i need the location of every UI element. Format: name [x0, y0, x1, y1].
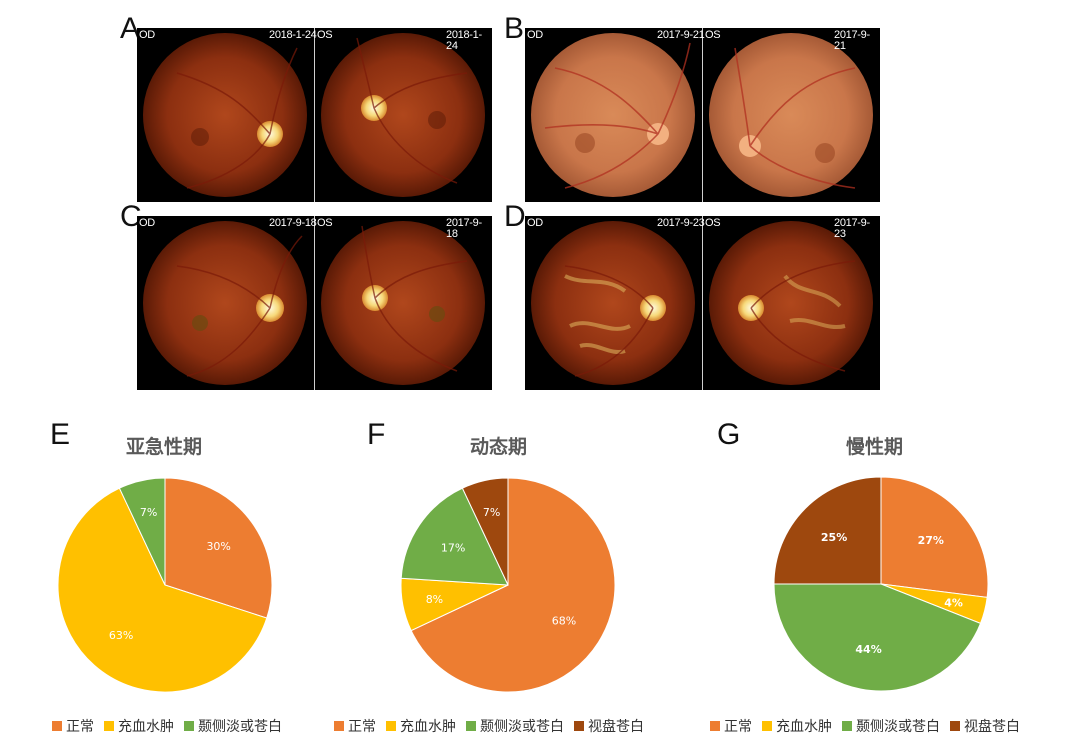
panel-letter-c: C: [120, 200, 142, 233]
legend-item-disc-pallor: 视盘苍白: [950, 716, 1020, 736]
os-date: 2017-9-18: [446, 217, 482, 240]
legend-label: 充血水肿: [776, 719, 832, 735]
fundus-image-b: [531, 33, 873, 197]
od-label: OD: [527, 217, 543, 229]
legend-label: 颞侧淡或苍白: [480, 719, 564, 735]
chart-title-f: 动态期: [470, 436, 528, 458]
legend-item-congestion: 充血水肿: [762, 716, 832, 736]
os-label: OS: [317, 217, 333, 229]
panel-letter-a: A: [120, 12, 141, 45]
pie-slice: [164, 477, 273, 619]
legend-label: 正常: [348, 719, 376, 735]
slice-label: 27%: [918, 534, 944, 547]
legend-label: 视盘苍白: [588, 719, 644, 735]
chart-title-g: 慢性期: [846, 436, 904, 458]
pie-slice: [57, 487, 268, 693]
od-date: 2017-9-21: [657, 29, 705, 41]
legend-swatch: [762, 721, 772, 731]
legend-e: 正常 充血水肿 颞侧淡或苍白: [52, 716, 292, 736]
fundus-strip-c: OD 2017-9-18 OS 2017-9-18: [137, 216, 492, 390]
slice-label: 44%: [855, 643, 881, 656]
legend-item-normal: 正常: [52, 716, 94, 736]
legend-swatch: [386, 721, 396, 731]
legend-swatch: [52, 721, 62, 731]
pie-slice: [400, 487, 509, 586]
fundus-strip-a: OD 2018-1-24 OS 2018-1-24: [137, 28, 492, 202]
od-label: OD: [139, 29, 155, 41]
slice-label: 4%: [944, 597, 963, 610]
od-date: 2017-9-18: [269, 217, 317, 229]
pie-slice: [461, 477, 509, 586]
legend-swatch: [104, 721, 114, 731]
legend-label: 颞侧淡或苍白: [856, 719, 940, 735]
legend-swatch: [334, 721, 344, 731]
legend-f: 正常 充血水肿 颞侧淡或苍白 视盘苍白: [334, 716, 654, 736]
legend-item-disc-pallor: 视盘苍白: [574, 716, 644, 736]
pie-slice: [880, 476, 989, 598]
fundus-divider: [702, 216, 703, 390]
legend-g: 正常 充血水肿 颞侧淡或苍白 视盘苍白: [710, 716, 1030, 736]
legend-label: 充血水肿: [400, 719, 456, 735]
pie-slice: [410, 477, 616, 693]
od-label: OD: [139, 217, 155, 229]
slice-label: 25%: [821, 531, 847, 544]
legend-item-temporal-pallor: 颞侧淡或苍白: [842, 716, 940, 736]
legend-item-congestion: 充血水肿: [104, 716, 174, 736]
fundus-strip-b: OD 2017-9-21 OS 2017-9-21: [525, 28, 880, 202]
pie-slice: [773, 583, 982, 692]
legend-swatch: [574, 721, 584, 731]
os-label: OS: [705, 217, 721, 229]
legend-swatch: [710, 721, 720, 731]
legend-swatch: [950, 721, 960, 731]
slice-label: 8%: [426, 593, 443, 606]
slice-label: 30%: [206, 540, 230, 553]
legend-swatch: [184, 721, 194, 731]
os-date: 2017-9-23: [834, 217, 870, 240]
fundus-divider: [314, 216, 315, 390]
legend-item-temporal-pallor: 颞侧淡或苍白: [466, 716, 564, 736]
slice-label: 7%: [140, 506, 157, 519]
legend-label: 视盘苍白: [964, 719, 1020, 735]
legend-label: 正常: [724, 719, 752, 735]
legend-item-normal: 正常: [710, 716, 752, 736]
slice-label: 17%: [441, 542, 465, 555]
legend-label: 颞侧淡或苍白: [198, 719, 282, 735]
panel-letter-d: D: [504, 200, 526, 233]
fundus-image-a: [143, 33, 485, 197]
os-label: OS: [317, 29, 333, 41]
od-date: 2018-1-24: [269, 29, 317, 41]
legend-swatch: [466, 721, 476, 731]
legend-label: 正常: [66, 719, 94, 735]
od-label: OD: [527, 29, 543, 41]
chart-title-e: 亚急性期: [126, 436, 203, 458]
od-date: 2017-9-23: [657, 217, 705, 229]
pie-slice: [880, 583, 988, 625]
fundus-divider: [314, 28, 315, 202]
os-label: OS: [705, 29, 721, 41]
os-date: 2018-1-24: [446, 29, 482, 52]
panel-letter-b: B: [504, 12, 525, 45]
fundus-image-d: [531, 221, 873, 385]
fundus-strip-d: OD 2017-9-23 OS 2017-9-23: [525, 216, 880, 390]
fundus-image-c: [143, 221, 485, 385]
slice-label: 68%: [552, 615, 576, 628]
pie-slice: [773, 476, 882, 585]
legend-item-congestion: 充血水肿: [386, 716, 456, 736]
legend-item-temporal-pallor: 颞侧淡或苍白: [184, 716, 282, 736]
panel-letter-e: E: [50, 418, 71, 451]
pie-slice: [400, 577, 509, 632]
os-date: 2017-9-21: [834, 29, 870, 52]
slice-label: 7%: [483, 506, 500, 519]
legend-label: 充血水肿: [118, 719, 174, 735]
fundus-divider: [702, 28, 703, 202]
panel-letter-g: G: [717, 418, 741, 451]
legend-swatch: [842, 721, 852, 731]
pie-slice: [118, 477, 166, 586]
slice-label: 63%: [109, 629, 133, 642]
panel-letter-f: F: [367, 418, 386, 451]
legend-item-normal: 正常: [334, 716, 376, 736]
